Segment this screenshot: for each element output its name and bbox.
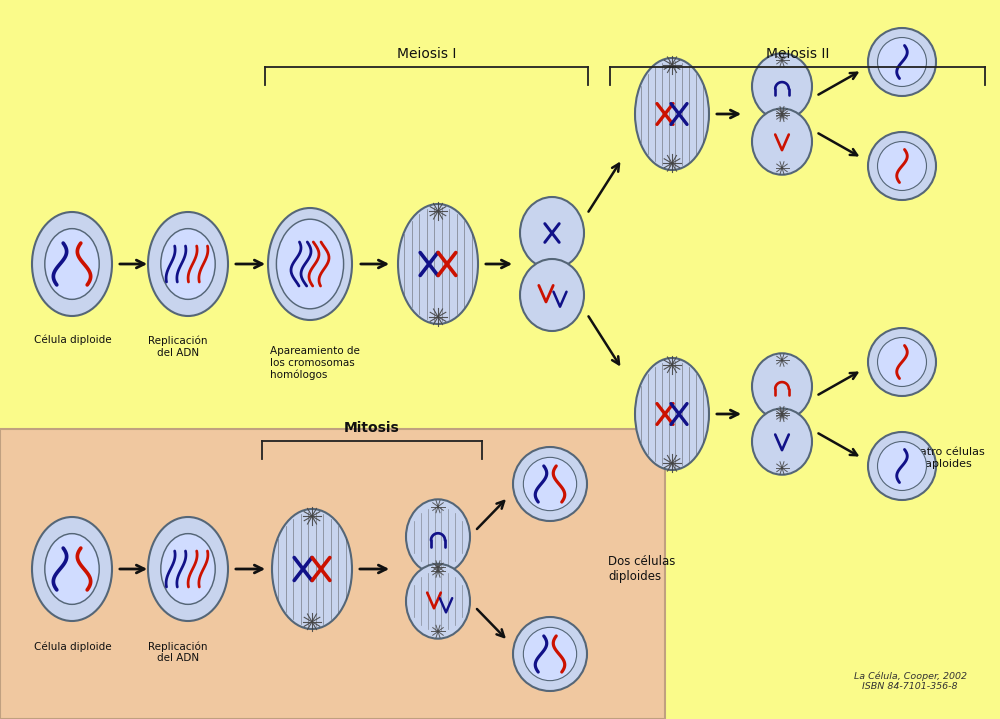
Ellipse shape [752, 53, 812, 119]
Ellipse shape [868, 432, 936, 500]
FancyBboxPatch shape [0, 429, 665, 719]
Ellipse shape [868, 132, 936, 200]
Ellipse shape [268, 208, 352, 320]
Ellipse shape [752, 353, 812, 419]
Text: La Célula, Cooper, 2002
ISBN 84-7101-356-8: La Célula, Cooper, 2002 ISBN 84-7101-356… [854, 671, 966, 691]
Ellipse shape [148, 212, 228, 316]
Ellipse shape [635, 58, 709, 170]
Ellipse shape [513, 617, 587, 691]
Ellipse shape [520, 197, 584, 269]
Ellipse shape [868, 28, 936, 96]
Ellipse shape [148, 517, 228, 621]
Text: Mitosis: Mitosis [344, 421, 400, 435]
Ellipse shape [878, 441, 926, 490]
Ellipse shape [878, 142, 926, 191]
Ellipse shape [272, 509, 352, 629]
Ellipse shape [406, 499, 470, 574]
Ellipse shape [32, 212, 112, 316]
Ellipse shape [878, 337, 926, 387]
Ellipse shape [45, 533, 99, 605]
Ellipse shape [752, 109, 812, 175]
Text: Meiosis II: Meiosis II [766, 47, 829, 61]
Text: Replicación
del ADN: Replicación del ADN [148, 641, 208, 663]
Ellipse shape [868, 328, 936, 396]
Text: Replicación
del ADN: Replicación del ADN [148, 336, 208, 358]
Ellipse shape [513, 447, 587, 521]
Ellipse shape [161, 533, 215, 605]
Text: Dos células
diploides: Dos células diploides [608, 555, 675, 583]
Ellipse shape [752, 408, 812, 475]
Ellipse shape [32, 517, 112, 621]
Ellipse shape [406, 564, 470, 638]
Ellipse shape [276, 219, 344, 308]
Ellipse shape [523, 457, 577, 510]
Text: Cuatro células
haploides: Cuatro células haploides [905, 447, 985, 469]
Ellipse shape [523, 628, 577, 681]
Ellipse shape [878, 37, 926, 86]
Text: Apareamiento de
los cromosomas
homólogos: Apareamiento de los cromosomas homólogos [270, 346, 360, 380]
Text: Meiosis I: Meiosis I [397, 47, 456, 61]
Ellipse shape [161, 229, 215, 299]
Text: Célula diploide: Célula diploide [34, 641, 112, 651]
Ellipse shape [635, 358, 709, 470]
Ellipse shape [520, 259, 584, 331]
Text: Célula diploide: Célula diploide [34, 334, 112, 344]
Ellipse shape [45, 229, 99, 299]
Ellipse shape [398, 204, 478, 324]
